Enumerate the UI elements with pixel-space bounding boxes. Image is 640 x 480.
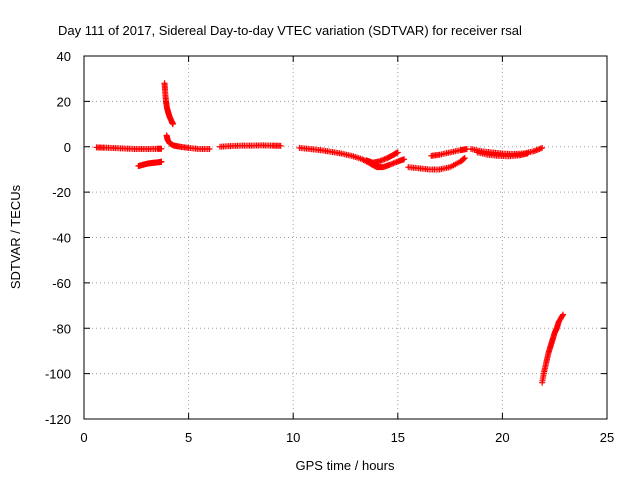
y-tick-label: 0 [64,140,71,155]
y-tick-label: -120 [45,412,71,427]
data-point [394,149,401,156]
data-point [169,121,176,128]
y-tick-label: -80 [52,321,71,336]
x-tick-label: 0 [80,430,87,445]
y-tick-label: 20 [57,94,71,109]
y-axis-label: SDTVAR / TECUs [8,184,23,289]
axis-ticks [83,55,608,420]
data-point [158,145,165,152]
data-point [559,312,566,319]
y-tick-label: -20 [52,185,71,200]
x-axis-label: GPS time / hours [296,458,395,473]
data-point [206,146,213,153]
y-tick-label: -100 [45,367,71,382]
chart-title: Day 111 of 2017, Sidereal Day-to-day VTE… [58,23,522,38]
x-tick-label: 15 [391,430,405,445]
data-point [524,150,531,157]
data-point [461,155,468,162]
y-tick-label: 40 [57,49,71,64]
x-tick-label: 10 [286,430,300,445]
grid [84,56,607,419]
data-point [539,144,546,151]
data-points [93,80,567,386]
data-point [560,311,567,318]
data-point [158,158,165,165]
x-tick-label: 25 [600,430,614,445]
x-tick-label: 20 [495,430,509,445]
data-point [401,156,408,163]
data-point [277,142,284,149]
tick-labels: 0 5 10 15 20 25 -120 -100 -80 -60 -40 -20 0 20 40 [45,49,614,445]
y-tick-label: -60 [52,276,71,291]
y-tick-label: -40 [52,231,71,246]
x-tick-label: 5 [185,430,192,445]
